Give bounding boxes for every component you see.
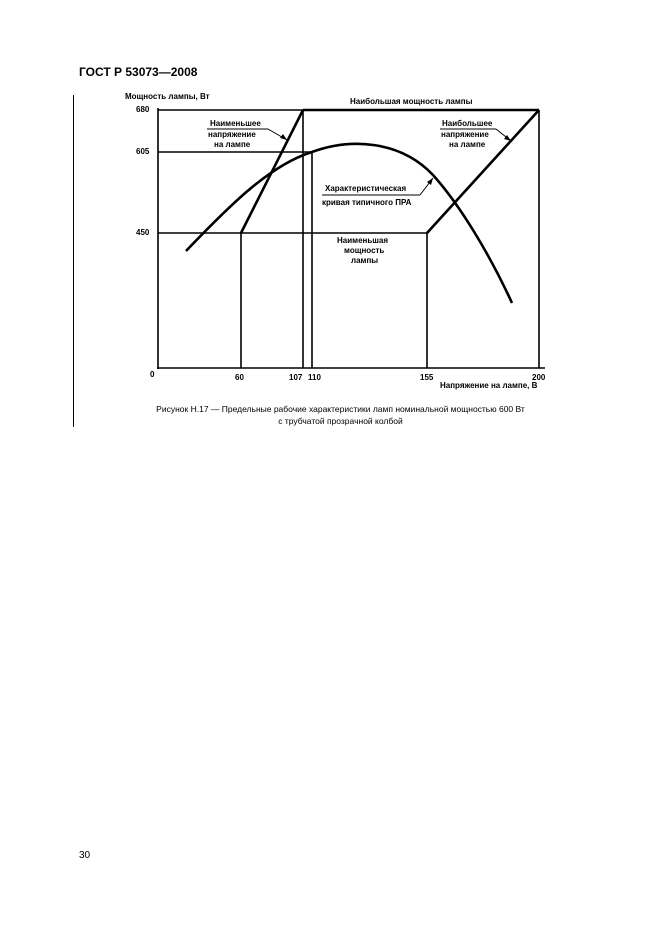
arrowhead-max-voltage — [504, 135, 511, 141]
x-tick-107: 107 — [289, 373, 303, 382]
label-max-voltage-3: на лампе — [449, 140, 486, 149]
label-min-power-2: мощность — [344, 246, 385, 255]
y-tick-450: 450 — [136, 228, 150, 237]
page-number: 30 — [79, 850, 91, 861]
x-tick-110: 110 — [308, 373, 321, 382]
y-tick-0: 0 — [150, 370, 155, 379]
label-curve-2: кривая типичного ПРА — [322, 198, 412, 207]
y-axis-label: Мощность лампы, Вт — [125, 92, 210, 101]
label-min-power-1: Наименьшая — [337, 236, 389, 245]
label-max-voltage-2: напряжение — [441, 130, 489, 139]
arrowhead-min-voltage — [280, 134, 287, 140]
figure-caption-line-1: Рисунок Н.17 — Предельные рабочие характ… — [156, 404, 525, 414]
label-min-voltage-2: напряжение — [208, 130, 256, 139]
arrowhead-curve — [427, 178, 433, 185]
y-tick-680: 680 — [136, 105, 150, 114]
margin-line — [73, 95, 74, 427]
x-tick-200: 200 — [532, 373, 546, 382]
label-max-power: Наибольшая мощность лампы — [350, 97, 473, 106]
label-min-voltage-1: Наименьшее — [210, 119, 261, 128]
ballast-characteristic-curve — [185, 142, 514, 304]
document-header: ГОСТ Р 53073—2008 — [79, 65, 198, 79]
x-axis-label: Напряжение на лампе, В — [440, 381, 538, 390]
label-max-voltage-1: Наибольшее — [442, 119, 493, 128]
x-tick-155: 155 — [420, 373, 434, 382]
x-tick-60: 60 — [235, 373, 244, 382]
label-min-power-3: лампы — [351, 256, 379, 265]
y-tick-605: 605 — [136, 147, 150, 156]
label-curve-1: Характеристическая — [325, 184, 407, 193]
label-min-voltage-3: на лампе — [214, 140, 251, 149]
max-voltage-line — [426, 109, 540, 234]
figure-caption-line-2: с трубчатой прозрачной колбой — [278, 416, 403, 426]
